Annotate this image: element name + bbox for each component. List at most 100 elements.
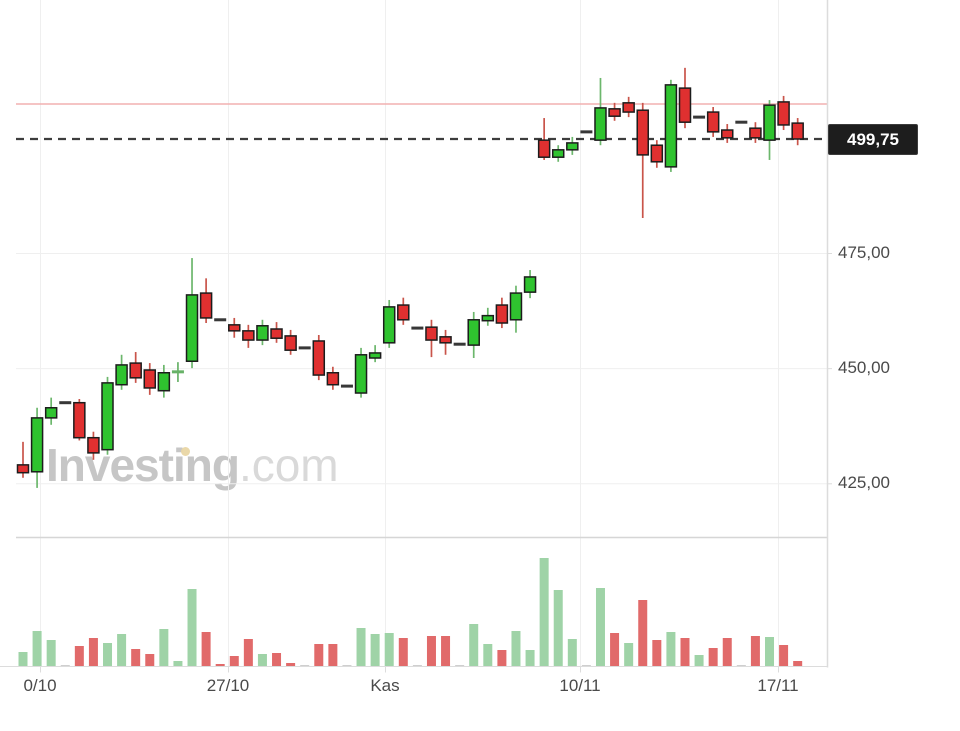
- candle-body: [678, 87, 692, 123]
- candle-body: [763, 104, 776, 141]
- volume-bar: [60, 665, 70, 666]
- candle-body: [566, 142, 579, 151]
- volume-bar: [159, 629, 169, 666]
- candle-body: [129, 362, 142, 379]
- volume-bar: [497, 650, 507, 666]
- candle-body: [242, 330, 255, 341]
- volume-bar: [581, 665, 591, 666]
- candle-body: [354, 354, 368, 394]
- candle-body: [721, 129, 734, 139]
- volume-bar: [229, 656, 239, 666]
- last-price-value: 499,75: [847, 129, 899, 149]
- candle-body: [495, 304, 509, 324]
- candle-body: [509, 292, 523, 321]
- volume-bar: [666, 632, 676, 666]
- candle-body: [749, 127, 762, 139]
- volume-bar: [131, 649, 141, 666]
- price-axis-label: 450,00: [838, 358, 890, 378]
- candle-doji: [340, 384, 353, 388]
- candle-body: [185, 294, 199, 362]
- volume-bar: [384, 633, 394, 666]
- price-axis-label: 425,00: [838, 473, 890, 493]
- volume-bar: [624, 643, 634, 666]
- candle-body: [143, 369, 157, 389]
- volume-bar: [722, 638, 732, 666]
- volume-bar: [328, 644, 338, 666]
- candle-body: [636, 109, 649, 156]
- candle-doji: [214, 318, 227, 322]
- last-price-badge: 499,75: [828, 124, 918, 155]
- candle-body: [199, 292, 213, 319]
- volume-bar: [145, 654, 155, 666]
- candle-body: [523, 276, 537, 293]
- candle-doji: [411, 326, 424, 330]
- candle-body: [481, 314, 495, 322]
- volume-bar: [117, 634, 127, 666]
- candle-doji: [453, 342, 466, 346]
- volume-bar: [638, 600, 648, 666]
- volume-bar: [426, 636, 436, 666]
- candle-body: [777, 101, 790, 126]
- candle-body: [326, 372, 340, 386]
- candle-body: [439, 336, 452, 344]
- candle-body: [30, 417, 44, 473]
- candle-doji: [580, 130, 593, 134]
- candle-body: [284, 335, 297, 351]
- volume-bar: [187, 589, 197, 666]
- volume-bar: [243, 639, 253, 666]
- candle-body: [537, 139, 551, 158]
- candle-doji: [693, 115, 706, 119]
- time-axis[interactable]: 0/10 27/10 Kas 10/11 17/11: [0, 676, 828, 704]
- volume-bar: [483, 644, 493, 666]
- candle-body: [467, 319, 480, 346]
- volume-bar: [286, 663, 296, 666]
- candle-body: [382, 306, 396, 344]
- volume-bar: [750, 636, 760, 666]
- volume-bar: [708, 648, 718, 666]
- volume-bar: [539, 558, 549, 666]
- volume-bar: [74, 646, 84, 666]
- volume-bar: [46, 640, 56, 666]
- candle-body: [594, 107, 607, 141]
- volume-bar: [469, 624, 479, 666]
- volume-bar: [103, 643, 113, 666]
- candle-body: [706, 111, 720, 133]
- volume-bar: [412, 665, 422, 666]
- volume-bar: [595, 588, 605, 666]
- volume-bar: [201, 632, 211, 666]
- candle-body: [44, 407, 58, 419]
- price-axis[interactable]: 499,75 475,00 450,00 425,00: [828, 0, 960, 700]
- volume-bar: [300, 665, 310, 666]
- time-axis-label: 27/10: [206, 676, 250, 695]
- candle-body: [650, 144, 664, 163]
- volume-bar: [652, 640, 662, 666]
- watermark-suffix: .com: [238, 439, 339, 491]
- volume-bar: [455, 665, 465, 666]
- candle-body: [368, 352, 382, 359]
- volume-bar: [356, 628, 366, 666]
- candle-body: [101, 382, 114, 451]
- volume-bar: [736, 665, 746, 666]
- candle-body: [664, 84, 678, 168]
- candle-body: [425, 326, 438, 341]
- candle-body: [551, 149, 565, 158]
- candle-doji: [171, 370, 184, 374]
- candle-doji: [298, 346, 311, 350]
- volume-bar: [779, 645, 789, 666]
- volume-bar: [342, 665, 352, 666]
- watermark-brand: Investing: [46, 439, 240, 491]
- volume-bar: [525, 650, 535, 666]
- volume-bar: [18, 652, 28, 666]
- investing-watermark: Investing.com: [46, 442, 339, 488]
- volume-bar: [32, 631, 42, 666]
- candle-body: [115, 364, 128, 386]
- volume-bar: [215, 664, 225, 666]
- volume-bar: [257, 654, 267, 666]
- watermark-i-dot: [181, 447, 190, 456]
- volume-bar: [553, 590, 563, 666]
- volume-bar: [441, 636, 451, 666]
- candle-body: [270, 328, 283, 339]
- volume-bar: [511, 631, 521, 666]
